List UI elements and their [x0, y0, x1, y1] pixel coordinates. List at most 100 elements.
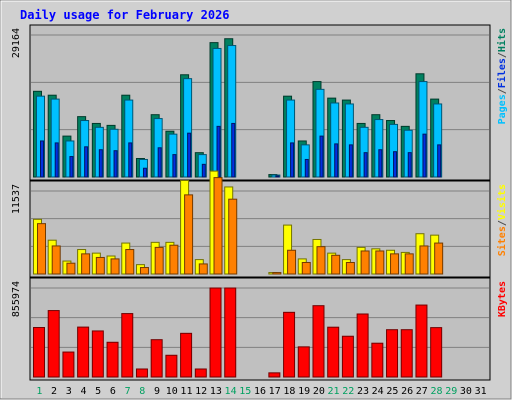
bar-pages-day-3 — [69, 156, 74, 178]
bar-sites-day-10 — [169, 244, 179, 275]
x-tick-label: 21 — [328, 386, 340, 397]
chart-panels: 29164Pages/Files/Hits11537Sites/Visits85… — [11, 24, 508, 381]
bar-kbytes-day-11 — [180, 332, 193, 378]
y-max-label: 855974 — [11, 281, 22, 317]
x-tick-label: 10 — [166, 386, 178, 397]
legend-middle: Sites/Visits — [496, 184, 508, 256]
x-tick-label: 16 — [254, 386, 266, 397]
bar-kbytes-day-24 — [371, 342, 384, 378]
bar-sites-day-24 — [375, 250, 385, 275]
x-tick-label: 17 — [269, 386, 281, 397]
bar-pages-day-13 — [216, 125, 221, 178]
panel-top: 29164 Pages/Files/Hits — [11, 24, 508, 181]
chart-title: Daily usage for February 2026 — [20, 8, 230, 22]
bar-kbytes-day-7 — [121, 313, 134, 378]
bar-pages-day-11 — [187, 132, 192, 178]
bar-sites-day-5 — [95, 256, 105, 275]
bar-pages-day-10 — [172, 154, 177, 178]
x-tick-label: 11 — [180, 386, 192, 397]
bar-kbytes-day-10 — [165, 354, 178, 378]
x-tick-label: 12 — [195, 386, 207, 397]
x-tick-label: 29 — [445, 386, 457, 397]
bar-kbytes-day-1 — [33, 327, 45, 378]
bar-sites-day-11 — [184, 194, 194, 275]
bar-sites-day-27 — [419, 245, 429, 275]
bar-sites-day-19 — [301, 261, 311, 275]
bar-sites-day-13 — [213, 177, 223, 275]
bar-sites-day-12 — [198, 263, 208, 275]
bar-kbytes-day-18 — [283, 311, 296, 378]
bar-kbytes-day-2 — [47, 310, 60, 378]
bar-sites-day-1 — [37, 223, 46, 275]
bar-pages-day-9 — [157, 147, 162, 178]
bar-sites-day-7 — [125, 249, 135, 275]
x-tick-label: 26 — [401, 386, 413, 397]
bar-sites-day-6 — [110, 258, 120, 275]
x-tick-label: 22 — [342, 386, 354, 397]
bar-sites-day-14 — [228, 198, 238, 275]
x-tick-label: 3 — [66, 386, 72, 397]
x-tick-label: 23 — [357, 386, 369, 397]
x-tick-label: 5 — [95, 386, 101, 397]
x-tick-label: 24 — [372, 386, 384, 397]
bar-pages-day-22 — [348, 144, 353, 178]
x-tick-label: 15 — [239, 386, 251, 397]
x-tick-label: 8 — [139, 386, 145, 397]
legend-entry: Files — [496, 58, 508, 88]
legend-entry: Pages — [497, 94, 508, 124]
bar-kbytes-day-23 — [356, 313, 369, 378]
bar-kbytes-day-8 — [135, 368, 148, 378]
legend-top: Pages/Files/Hits — [496, 28, 508, 124]
bar-sites-day-17 — [272, 272, 282, 275]
bar-pages-day-6 — [113, 150, 118, 178]
x-tick-label: 6 — [110, 386, 116, 397]
bar-sites-day-23 — [360, 250, 370, 275]
bar-kbytes-day-9 — [150, 339, 163, 378]
bar-kbytes-day-6 — [106, 341, 119, 378]
x-tick-label: 2 — [51, 386, 57, 397]
bar-pages-day-7 — [128, 142, 133, 178]
bar-pages-day-19 — [304, 158, 309, 178]
bar-pages-day-2 — [54, 142, 59, 178]
bar-kbytes-day-27 — [415, 304, 428, 378]
panel-bottom: 855974 KBytes — [11, 277, 508, 381]
bar-kbytes-day-25 — [386, 329, 399, 378]
bar-sites-day-8 — [139, 267, 149, 275]
bar-kbytes-day-28 — [430, 327, 443, 378]
bar-pages-day-12 — [201, 163, 206, 178]
bar-kbytes-day-22 — [341, 335, 354, 378]
bar-sites-day-25 — [390, 253, 400, 275]
x-tick-label: 19 — [298, 386, 310, 397]
x-tick-label: 30 — [460, 386, 472, 397]
bar-kbytes-day-20 — [312, 305, 325, 378]
bar-pages-day-27 — [422, 133, 427, 178]
bar-kbytes-day-26 — [400, 329, 413, 378]
legend-entry: Visits — [496, 184, 508, 220]
x-tick-label: 28 — [430, 386, 442, 397]
bar-pages-day-1 — [40, 140, 44, 178]
bar-pages-day-26 — [407, 152, 412, 178]
bar-kbytes-day-3 — [62, 351, 75, 378]
bar-kbytes-day-14 — [224, 287, 237, 378]
y-max-label: 29164 — [11, 28, 22, 58]
legend-entry: KBytes — [497, 281, 508, 317]
bar-kbytes-day-12 — [194, 368, 207, 378]
bar-sites-day-20 — [316, 246, 326, 275]
bar-sites-day-26 — [404, 253, 414, 275]
bar-sites-day-3 — [66, 262, 76, 275]
x-tick-label: 20 — [313, 386, 325, 397]
bar-kbytes-day-5 — [91, 330, 104, 378]
legend-entry: Sites — [496, 226, 508, 256]
x-tick-label: 4 — [80, 386, 86, 397]
bar-sites-day-9 — [154, 246, 164, 275]
legend-bottom: KBytes — [497, 281, 508, 317]
bar-kbytes-day-13 — [209, 287, 222, 378]
bar-kbytes-day-19 — [297, 346, 310, 378]
bar-kbytes-day-17 — [268, 372, 281, 378]
bar-sites-day-22 — [345, 261, 355, 275]
x-tick-label: 31 — [475, 386, 487, 397]
legend-entry: / — [497, 88, 508, 94]
bar-pages-day-23 — [363, 152, 368, 178]
